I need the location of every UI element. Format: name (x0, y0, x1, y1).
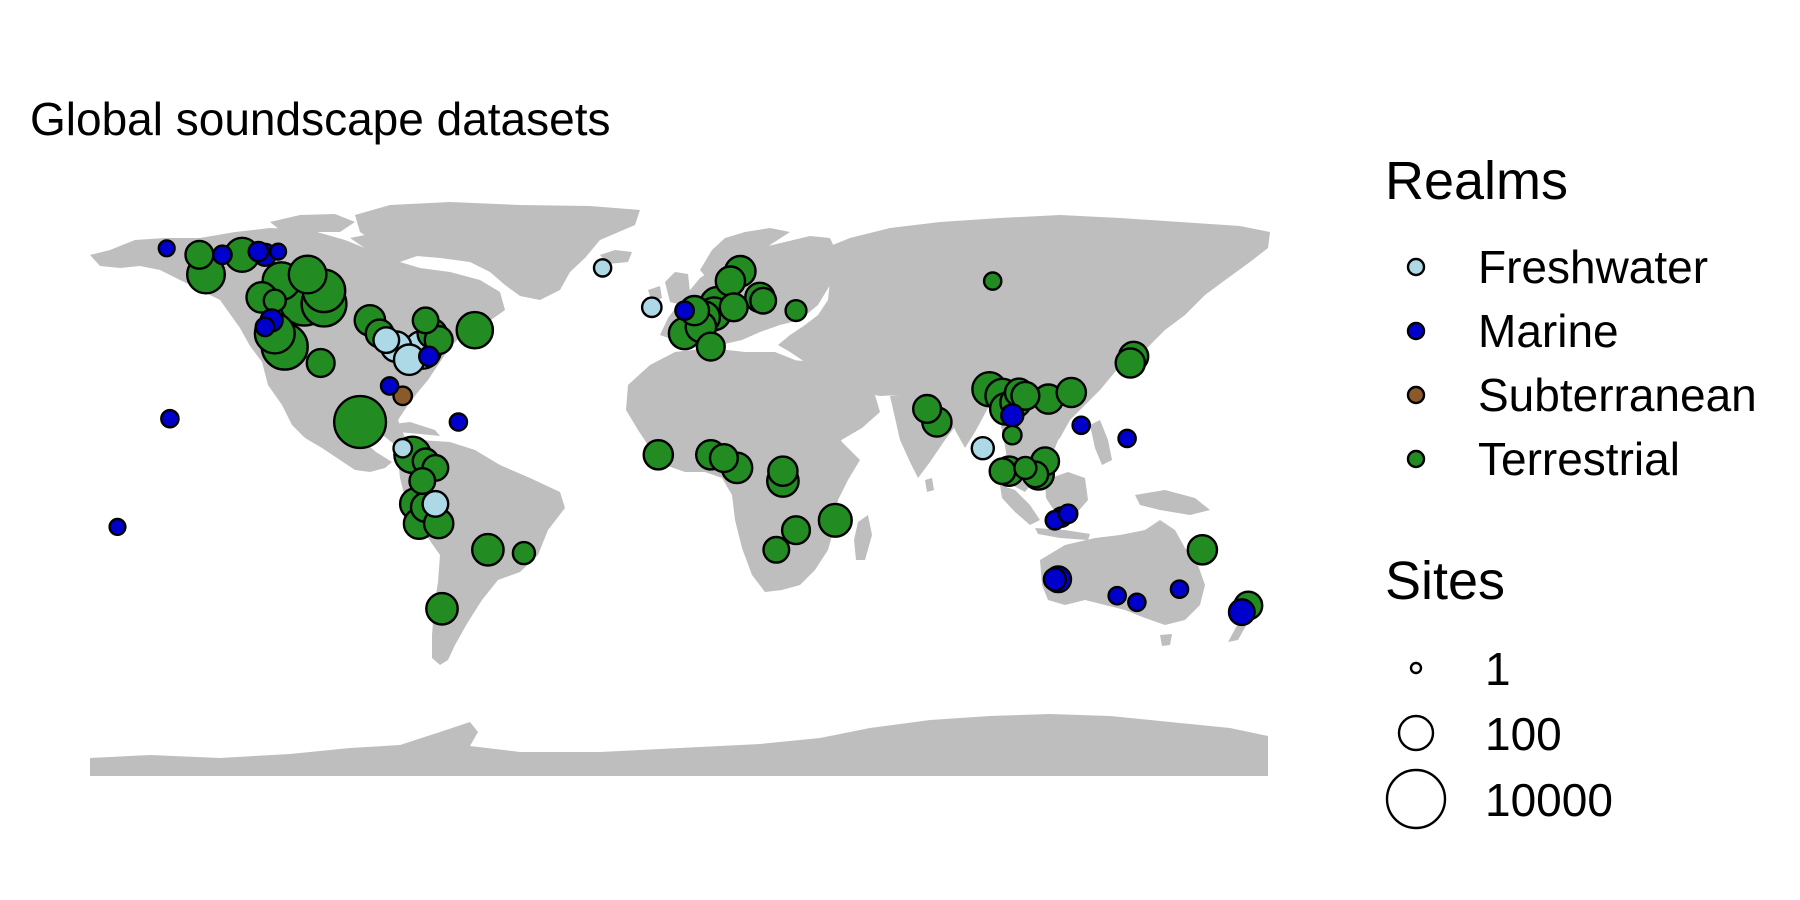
site-point-terrestrial (982, 271, 1003, 291)
legend-size-circle-10000 (1385, 768, 1447, 830)
site-point-marine (674, 300, 695, 321)
site-point-freshwater (421, 489, 450, 518)
land-borneo (1045, 472, 1088, 515)
site-point-terrestrial (470, 532, 505, 567)
site-point-marine (417, 345, 440, 368)
site-point-terrestrial (1114, 347, 1147, 379)
site-point-terrestrial (1186, 534, 1219, 566)
site-point-freshwater (372, 326, 401, 355)
site-point-terrestrial (714, 265, 747, 297)
legend-size-label-1: 1 (1485, 643, 1511, 695)
legend-swatch-subterranean (1406, 385, 1426, 405)
land-antarctica (90, 714, 1268, 776)
site-point-marine (211, 244, 233, 266)
site-point-terrestrial (1010, 380, 1041, 411)
site-point-terrestrial (988, 457, 1017, 486)
legend-label-terrestrial: Terrestrial (1478, 433, 1680, 485)
site-point-freshwater (592, 258, 613, 278)
legend-label-subterranean: Subterranean (1478, 369, 1757, 421)
legend-label-marine: Marine (1478, 305, 1619, 357)
land-cuba (385, 422, 440, 436)
site-point-terrestrial (708, 443, 739, 474)
site-point-terrestrial (718, 292, 749, 323)
site-point-terrestrial (784, 299, 808, 323)
site-point-terrestrial (262, 288, 287, 313)
legend-size-circle-1 (1409, 661, 1423, 675)
land-australia (1040, 520, 1205, 625)
site-point-terrestrial (762, 535, 791, 564)
site-point-terrestrial (749, 286, 778, 315)
site-point-subterranean (392, 385, 414, 407)
site-point-marine (1227, 598, 1256, 627)
site-point-marine (448, 412, 469, 432)
site-point-terrestrial (780, 515, 812, 546)
site-point-terrestrial (184, 239, 215, 270)
legend-swatch-terrestrial (1406, 449, 1426, 469)
site-point-terrestrial (333, 394, 388, 450)
site-point-terrestrial (817, 502, 853, 538)
legend-size-circle-100 (1397, 714, 1435, 752)
land-greenland (355, 202, 640, 300)
site-point-marine (1107, 585, 1127, 606)
legend-swatch-freshwater (1406, 257, 1426, 277)
land-new-guinea (1135, 490, 1210, 515)
site-point-terrestrial (695, 331, 726, 362)
site-point-terrestrial (287, 254, 328, 295)
site-point-marine (108, 517, 127, 537)
legend-swatch-marine (1406, 321, 1426, 341)
land-uk (665, 272, 690, 305)
land-asia (778, 215, 1270, 448)
legend-size-label-10000: 10000 (1485, 774, 1613, 826)
site-point-marine (1057, 503, 1079, 525)
site-point-marine (1071, 415, 1091, 436)
site-point-marine (157, 239, 176, 258)
site-point-terrestrial (1001, 424, 1023, 446)
site-point-freshwater (640, 296, 663, 319)
land-baffin (350, 232, 420, 262)
site-point-terrestrial (911, 393, 943, 424)
land-arctic-islands (270, 214, 355, 232)
site-point-terrestrial (425, 591, 459, 626)
site-point-marine (254, 316, 276, 338)
site-point-freshwater (970, 436, 995, 461)
site-point-marine (1042, 567, 1068, 592)
site-point-marine (379, 376, 400, 396)
site-point-freshwater (392, 437, 414, 459)
site-point-terrestrial (642, 438, 675, 471)
land-tasmania (1160, 634, 1172, 646)
legend-realms-title: Realms (1385, 151, 1569, 211)
legend-label-freshwater: Freshwater (1478, 241, 1709, 293)
site-point-marine (160, 408, 180, 429)
site-point-marine (1000, 403, 1025, 428)
site-point-marine (269, 242, 288, 261)
land-sri-lanka (925, 478, 934, 492)
legend-sites-title: Sites (1385, 551, 1506, 611)
site-point-marine (1117, 428, 1137, 449)
legend-symbols (1385, 257, 1447, 830)
legend-size-label-100: 100 (1485, 708, 1562, 760)
site-point-marine (247, 240, 270, 263)
map-title: Global soundscape datasets (30, 93, 611, 145)
site-point-terrestrial (511, 540, 537, 566)
land-philippines (1090, 420, 1112, 465)
site-point-terrestrial (411, 306, 440, 335)
site-point-terrestrial (1055, 376, 1088, 409)
site-point-terrestrial (1013, 455, 1038, 481)
sites-layer (108, 236, 1264, 627)
site-point-terrestrial (455, 310, 495, 350)
land-madagascar (854, 515, 872, 560)
land-java (1035, 528, 1090, 540)
site-point-terrestrial (767, 455, 799, 488)
site-point-marine (1127, 592, 1147, 613)
site-point-terrestrial (408, 467, 437, 496)
land-sumatra (1000, 485, 1040, 525)
site-point-marine (1169, 579, 1190, 600)
site-point-terrestrial (305, 347, 336, 379)
